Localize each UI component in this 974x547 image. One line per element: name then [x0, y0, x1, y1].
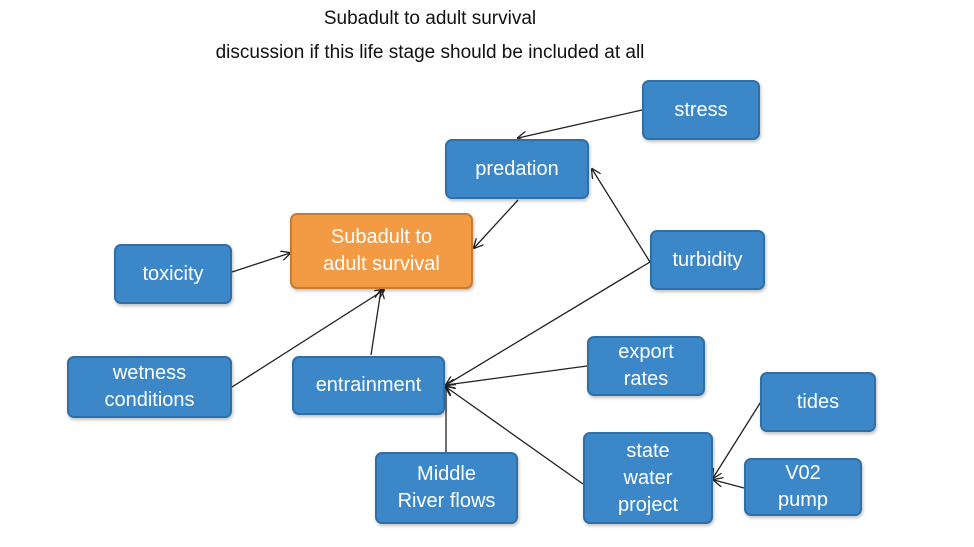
node-entrainment: entrainment: [292, 356, 445, 415]
node-turbidity: turbidity: [650, 230, 765, 290]
node-state-water-project: state water project: [583, 432, 713, 524]
node-wetness-conditions: wetness conditions: [67, 356, 232, 418]
node-subadult-survival: Subadult to adult survival: [290, 213, 473, 289]
node-predation: predation: [445, 139, 589, 199]
diagram-subtitle: discussion if this life stage should be …: [215, 42, 645, 63]
edge-toxicity-subadult: [231, 253, 290, 273]
edge-export-entrainment: [446, 365, 588, 385]
diagram-title: Subadult to adult survival: [323, 8, 537, 29]
edge-statewater-entrainment: [446, 387, 584, 485]
node-toxicity: toxicity: [114, 244, 232, 304]
edge-v02-statewater: [714, 480, 745, 489]
edge-stress-predation: [518, 109, 643, 138]
node-v02-pump: V02 pump: [744, 458, 862, 516]
node-stress: stress: [642, 80, 760, 140]
edge-predation-subadult: [474, 199, 519, 248]
node-tides: tides: [760, 372, 876, 432]
node-export-rates: export rates: [587, 336, 705, 396]
edge-entrainment-subadult: [370, 290, 381, 356]
node-middle-river-flows: Middle River flows: [375, 452, 518, 524]
edge-turbidity-predation: [592, 169, 651, 263]
edge-tides-statewater: [713, 399, 763, 478]
edge-turbidity-entrainment: [446, 261, 651, 385]
edge-wetness-subadult: [231, 290, 384, 388]
